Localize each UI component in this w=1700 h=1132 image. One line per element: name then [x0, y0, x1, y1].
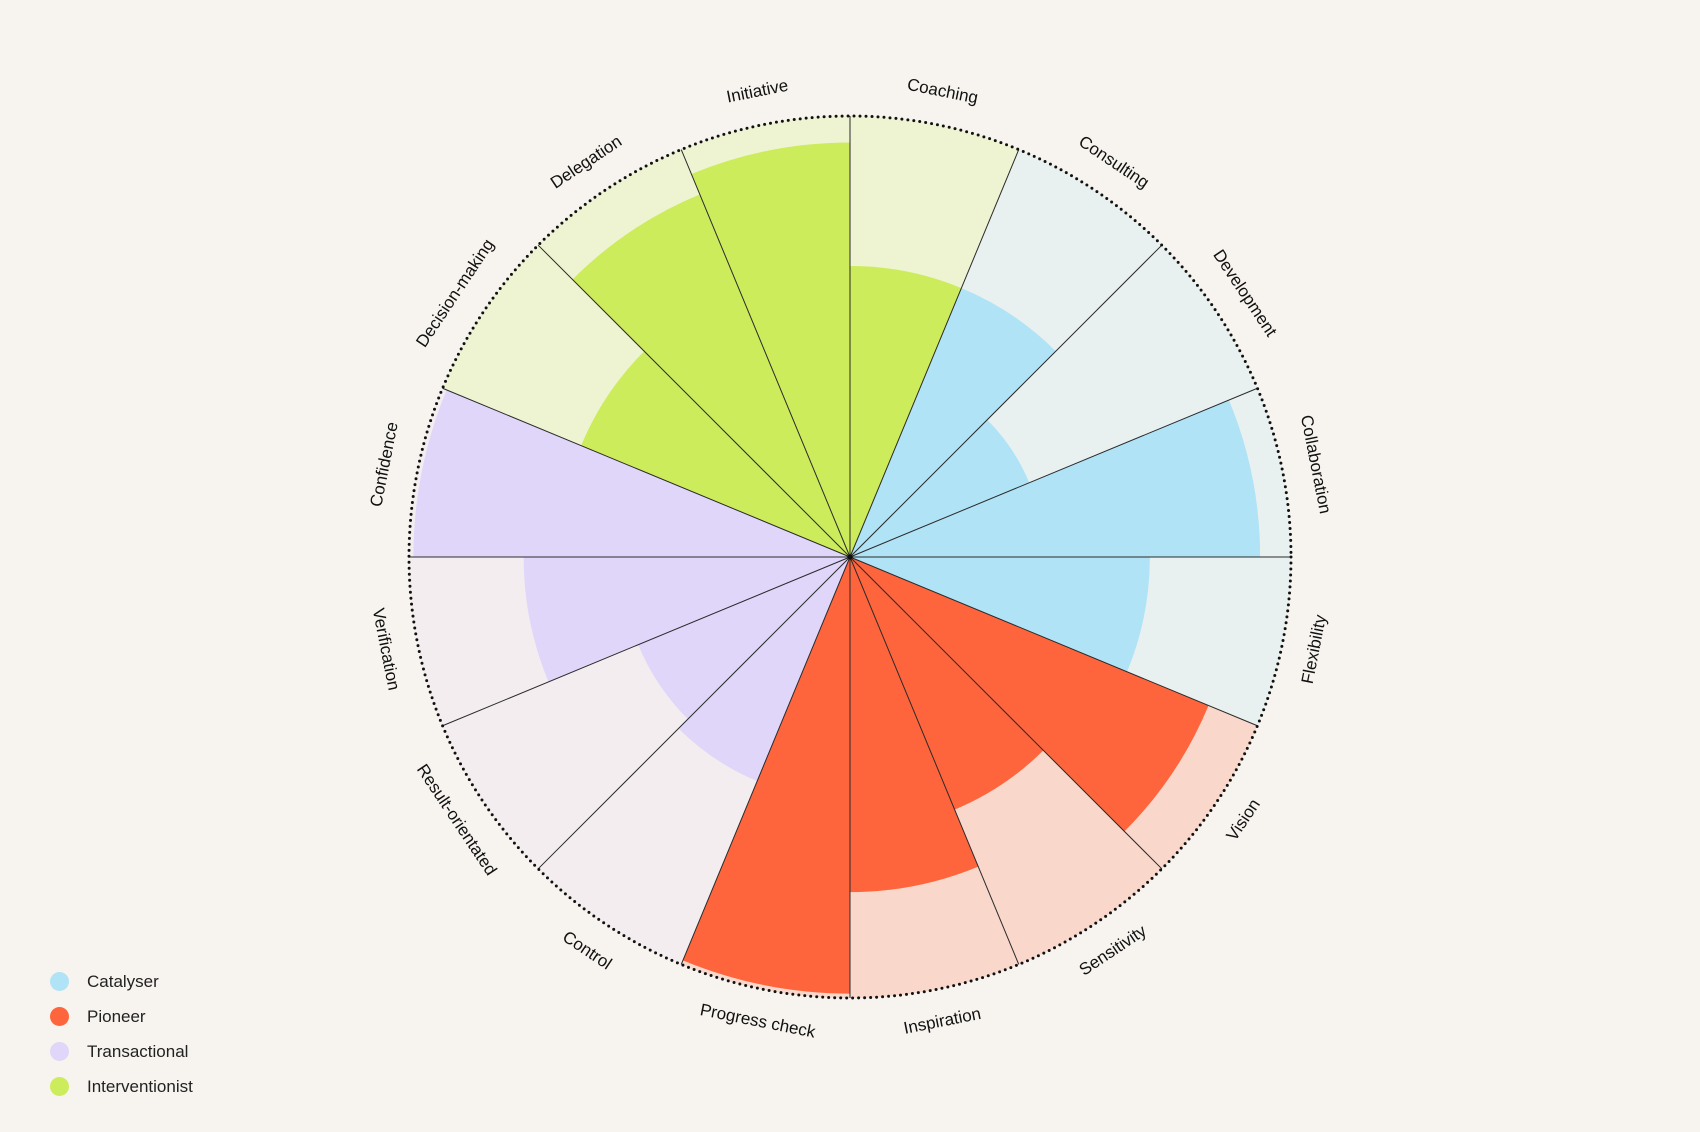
segment-control[interactable]	[678, 557, 850, 782]
spoke-line	[849, 556, 1020, 965]
outer-dotted-ring	[407, 114, 1293, 1000]
center-point	[847, 554, 853, 560]
category-label-control: Control	[559, 927, 615, 973]
legend-item-transactional[interactable]: Transactional	[50, 1034, 193, 1069]
segment-sensitivity[interactable]	[850, 557, 1044, 810]
legend-dot-transactional	[50, 1042, 69, 1061]
category-label-initiative: Initiative	[725, 76, 790, 107]
legend-label-interventionist: Interventionist	[87, 1076, 193, 1096]
spoke-line	[680, 149, 851, 558]
spoke-line	[537, 556, 851, 870]
legend-dot-interventionist	[50, 1077, 69, 1096]
legend-item-catalyser[interactable]: Catalyser	[50, 964, 193, 999]
legend-dot-catalyser	[50, 972, 69, 991]
category-label-coaching: Coaching	[906, 75, 980, 108]
legend-label-catalyser: Catalyser	[87, 971, 159, 991]
segment-decision-making[interactable]	[581, 351, 850, 557]
category-label-delegation: Delegation	[547, 132, 625, 193]
spoke-line	[680, 556, 851, 965]
segment-vision[interactable]	[850, 557, 1209, 832]
legend-item-interventionist[interactable]: Interventionist	[50, 1069, 193, 1104]
legend-item-pioneer[interactable]: Pioneer	[50, 999, 193, 1034]
spoke-line	[442, 556, 851, 727]
category-label-inspiration: Inspiration	[902, 1004, 983, 1038]
legend-label-transactional: Transactional	[87, 1041, 189, 1061]
category-label-verification: Verification	[369, 607, 404, 692]
segment-initiative[interactable]	[691, 142, 850, 557]
category-label-collaboration: Collaboration	[1297, 413, 1335, 515]
spoke-line	[442, 387, 851, 558]
segment-result-orientated[interactable]	[638, 557, 850, 720]
legend-label-pioneer: Pioneer	[87, 1006, 146, 1026]
segment-flexibility[interactable]	[850, 557, 1150, 672]
segment-verification[interactable]	[523, 557, 850, 682]
category-label-flexibility: Flexibility	[1298, 613, 1330, 686]
category-label-confidence: Confidence	[366, 420, 401, 508]
spoke-line	[849, 244, 1163, 558]
segment-development[interactable]	[850, 419, 1030, 557]
spoke-line	[849, 149, 1020, 558]
spoke-line	[849, 556, 1258, 727]
legend: Catalyser Pioneer Transactional Interven…	[50, 964, 193, 1104]
spoke-line	[537, 244, 851, 558]
segment-coaching[interactable]	[850, 265, 962, 557]
segment-progress-check[interactable]	[682, 557, 850, 994]
spoke-line	[849, 556, 1163, 870]
segment-confidence[interactable]	[413, 389, 850, 557]
spoke-line	[849, 387, 1258, 558]
legend-dot-pioneer	[50, 1007, 69, 1026]
segment-consulting[interactable]	[850, 288, 1056, 557]
category-label-progress-check: Progress check	[698, 1000, 817, 1042]
segment-delegation[interactable]	[572, 194, 850, 557]
segment-collaboration[interactable]	[850, 400, 1261, 557]
category-label-consulting: Consulting	[1075, 132, 1152, 192]
category-label-vision: Vision	[1223, 795, 1264, 844]
segment-inspiration[interactable]	[850, 557, 979, 893]
